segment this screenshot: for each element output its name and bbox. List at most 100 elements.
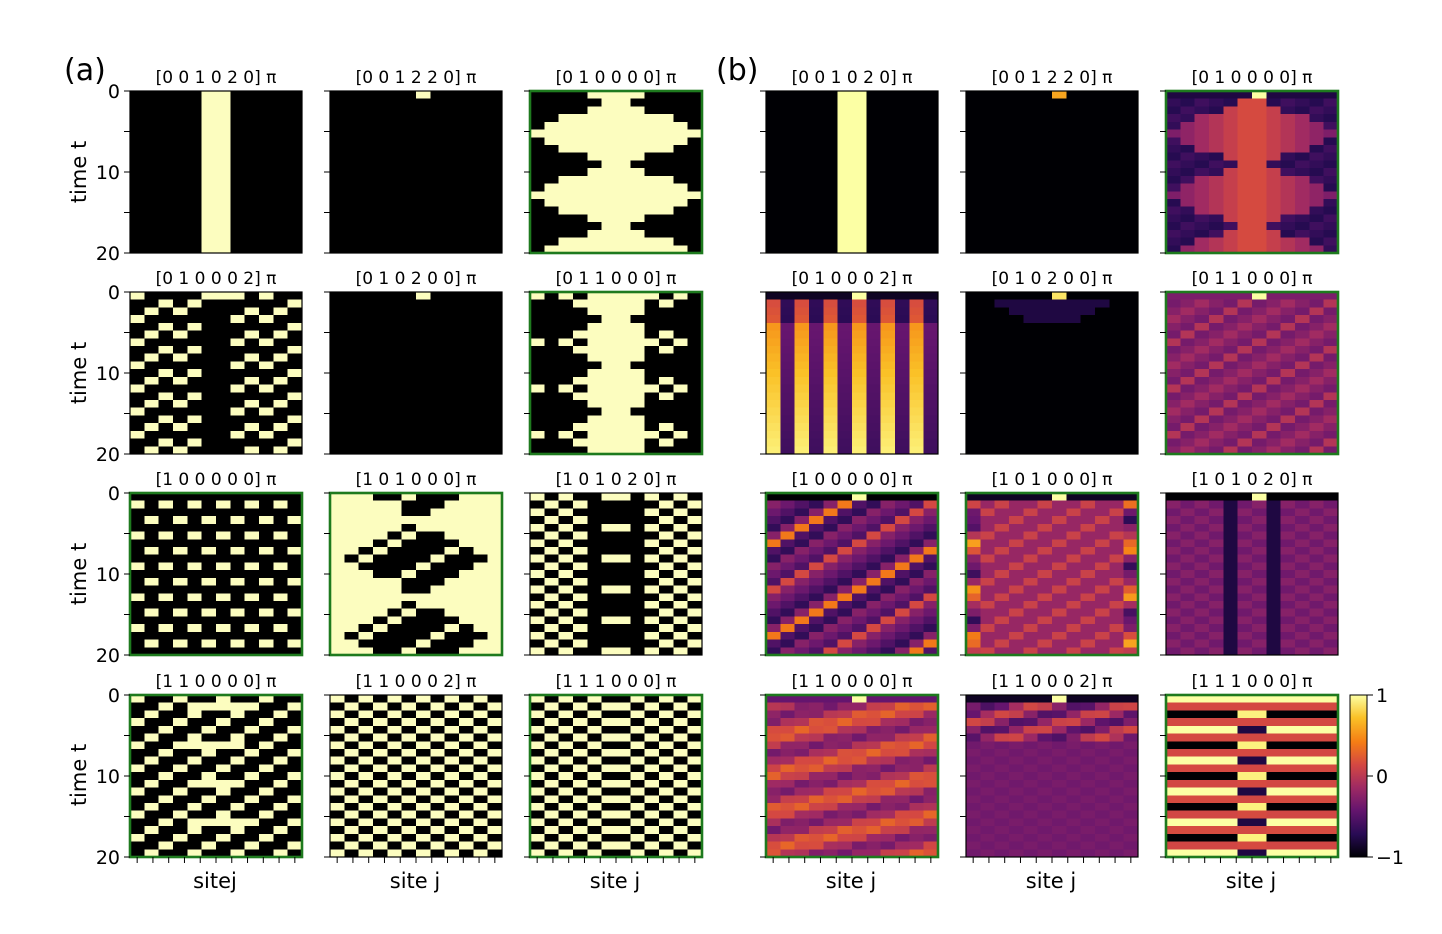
heatmap-cell [487, 631, 503, 640]
heatmap-cell [530, 741, 545, 750]
heatmap-cell [444, 369, 460, 378]
heatmap-cell [909, 145, 925, 154]
heatmap-cell [430, 361, 446, 370]
heatmap-cell [1023, 229, 1039, 238]
heatmap-cell [130, 369, 145, 378]
heatmap-cell [273, 392, 289, 401]
heatmap-cell [780, 631, 796, 640]
heatmap-cell [616, 810, 631, 819]
heatmap-cell [1066, 191, 1082, 200]
heatmap-cell [659, 803, 674, 812]
heatmap-cell [216, 299, 231, 308]
heatmap-cell [1252, 199, 1267, 208]
heatmap-cell [1280, 191, 1296, 200]
heatmap-cell [158, 624, 174, 633]
heatmap-cell [1223, 346, 1239, 355]
heatmap-cell [1223, 206, 1239, 215]
heatmap-cell [966, 214, 981, 223]
heatmap-cell [358, 152, 374, 161]
heatmap-cell [1109, 191, 1125, 200]
heatmap-cell [1109, 307, 1125, 316]
heatmap-cell [244, 795, 260, 804]
heatmap-cell [687, 206, 703, 215]
heatmap-cell [852, 206, 867, 215]
heatmap-cell [866, 624, 882, 633]
heatmap-cell [459, 585, 474, 594]
heatmap-cell [216, 114, 231, 123]
heatmap-cell [1194, 106, 1210, 115]
heatmap-cell [630, 493, 646, 502]
heatmap-cell [630, 206, 646, 215]
heatmap-cell [1323, 145, 1339, 154]
heatmap-cell [1180, 430, 1196, 439]
heatmap-cell [387, 841, 403, 850]
heatmap-cell [687, 624, 703, 633]
heatmap-cell [259, 407, 274, 416]
heatmap-cell [201, 129, 217, 138]
heatmap-cell [601, 756, 617, 765]
heatmap-cell [923, 145, 939, 154]
heatmap-cell [1323, 237, 1339, 246]
heatmap-cell [630, 292, 646, 301]
heatmap-cell [923, 430, 939, 439]
heatmap-cell [644, 779, 660, 788]
heatmap-cell [173, 523, 188, 532]
heatmap-cell [544, 145, 560, 154]
heatmap-cell [401, 430, 417, 439]
heatmap-cell [1295, 214, 1310, 223]
heatmap-cell [558, 795, 574, 804]
heatmap-cell [558, 145, 574, 154]
heatmap-cell [487, 725, 503, 734]
heatmap-cell [659, 516, 674, 525]
heatmap-cell [416, 639, 431, 648]
heatmap-cell [201, 585, 217, 594]
heatmap-cell [173, 631, 188, 640]
heatmap-cell [866, 361, 882, 370]
heatmap-cell [387, 695, 403, 704]
heatmap-cell [1323, 245, 1339, 254]
heatmap-cell [487, 338, 503, 347]
heatmap-cell [430, 718, 446, 727]
heatmap-cell [794, 299, 810, 308]
heatmap-cell [201, 849, 217, 858]
heatmap-cell [416, 106, 431, 115]
heatmap-cell [895, 183, 910, 192]
heatmap-cell [1023, 137, 1039, 146]
heatmap-cell [837, 523, 853, 532]
heatmap-cell [1252, 152, 1267, 161]
heatmap-cell [644, 322, 660, 331]
heatmap-cell [216, 106, 231, 115]
heatmap-cell [1223, 446, 1239, 455]
heatmap-cell [558, 222, 574, 231]
heatmap-cell [780, 577, 796, 586]
heatmap-cell [601, 384, 617, 393]
heatmap-cell [430, 129, 446, 138]
heatmap-cell [401, 779, 417, 788]
heatmap-cell [330, 183, 345, 192]
heatmap-cell [387, 438, 403, 447]
heatmap-cell [923, 608, 939, 617]
heatmap-cell [1052, 206, 1067, 215]
heatmap-cell [1037, 183, 1053, 192]
heatmap-cell [780, 307, 796, 316]
heatmap-cell [216, 570, 231, 579]
heatmap-cell [230, 624, 246, 633]
heatmap-cell [1252, 438, 1267, 447]
heatmap-cell [216, 322, 231, 331]
heatmap-cell [1180, 338, 1196, 347]
heatmap-cell [544, 523, 560, 532]
heatmap-cell [173, 647, 188, 656]
heatmap-cell [273, 647, 289, 656]
heatmap-cell [158, 315, 174, 324]
heatmap-cell [473, 353, 489, 362]
heatmap-cell [994, 222, 1010, 231]
heatmap-cell [780, 639, 796, 648]
heatmap-cell [1109, 299, 1125, 308]
heatmap-cell [330, 415, 345, 424]
heatmap-cell [416, 438, 431, 447]
heatmap-cell [244, 191, 260, 200]
heatmap-cell [558, 315, 574, 324]
heatmap-cell [230, 849, 246, 858]
heatmap-cell [358, 183, 374, 192]
